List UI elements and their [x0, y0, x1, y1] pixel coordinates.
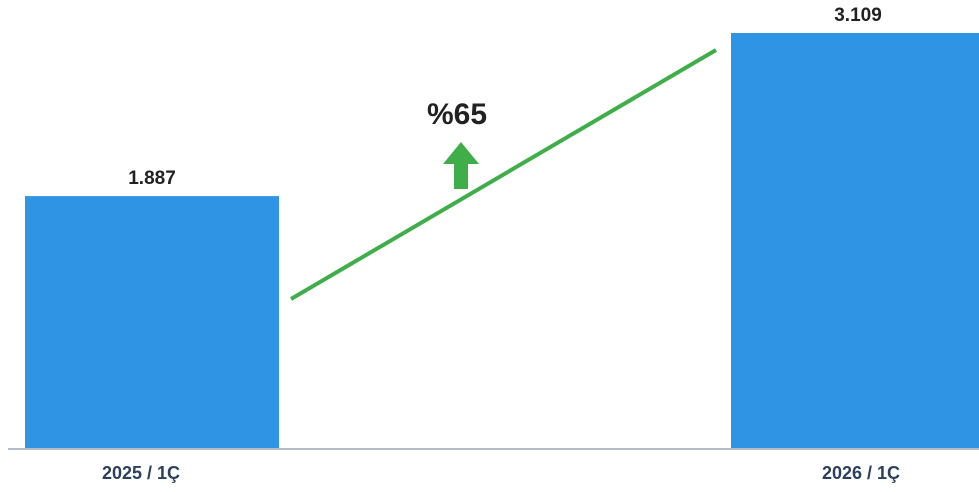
up-arrow-icon — [443, 142, 479, 189]
labels-group: 1.887 2025 / 1Ç 3.109 2026 / 1Ç — [102, 5, 900, 483]
value-label-0: 1.887 — [128, 168, 176, 189]
category-label-1: 2026 / 1Ç — [822, 463, 900, 483]
growth-percent-label: %65 — [427, 98, 487, 131]
bar-1 — [731, 33, 979, 448]
value-label-1: 3.109 — [834, 5, 882, 26]
bars-group — [25, 33, 979, 448]
bar-0 — [25, 196, 279, 448]
category-label-0: 2025 / 1Ç — [102, 463, 180, 483]
trend-line — [289, 48, 718, 301]
